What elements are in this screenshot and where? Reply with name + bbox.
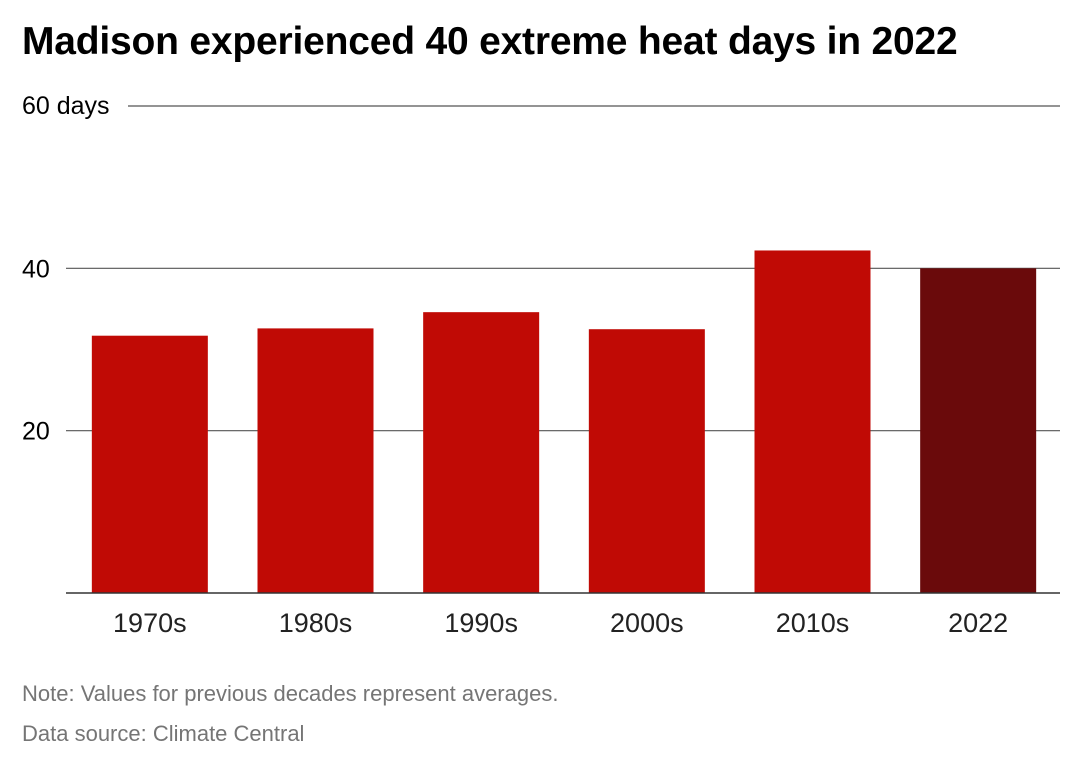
x-tick-label-1990s: 1990s [444, 608, 518, 638]
bar-1970s [91, 335, 208, 593]
chart-note: Note: Values for previous decades repres… [22, 681, 559, 706]
bar-2010s [754, 250, 871, 593]
data-source: Data source: Climate Central [22, 721, 305, 746]
y-tick-label-40: 40 [22, 255, 50, 283]
y-axis-ticks: 20 40 60 days [22, 92, 110, 446]
bars [91, 250, 1037, 593]
x-axis-ticks: 1970s 1980s 1990s 2000s 2010s 2022 [113, 608, 1008, 638]
y-tick-label-20: 20 [22, 418, 50, 446]
chart-title: Madison experienced 40 extreme heat days… [22, 20, 958, 63]
x-tick-label-1980s: 1980s [279, 608, 353, 638]
y-tick-label-60: 60 days [22, 92, 110, 120]
x-tick-label-2010s: 2010s [776, 608, 850, 638]
x-tick-label-1970s: 1970s [113, 608, 187, 638]
x-tick-label-2022: 2022 [948, 608, 1008, 638]
bar-2022 [920, 268, 1037, 593]
bar-2000s [588, 329, 705, 593]
bar-1990s [423, 312, 540, 593]
bar-chart: 20 40 60 days 1970s 1980s 1990s 2000s 2010s 202… [22, 92, 1060, 638]
x-tick-label-2000s: 2000s [610, 608, 684, 638]
bar-1980s [257, 328, 374, 593]
gridlines [66, 105, 1060, 432]
